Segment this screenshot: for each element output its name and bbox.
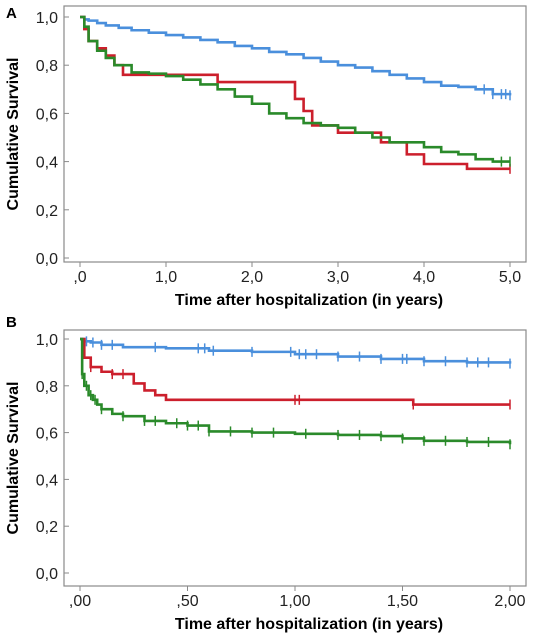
y-tick-label: 1,0	[36, 10, 58, 27]
x-axis-title: Time after hospitalization (in years)	[175, 292, 443, 309]
y-tick-label: 0,0	[36, 251, 58, 268]
y-tick-label: 0,2	[36, 519, 58, 536]
survival-curve-1	[80, 15, 512, 96]
plot-frame	[63, 329, 527, 587]
x-axis-title: Time after hospitalization (in years)	[175, 616, 443, 633]
x-tick-label: 1,00	[279, 593, 310, 610]
x-tick-label: ,0	[73, 269, 86, 286]
y-tick-label: 0,8	[36, 58, 58, 75]
x-tick-label: 1,0	[155, 269, 177, 286]
x-tick-label: 3,0	[327, 269, 349, 286]
x-tick-label: ,50	[176, 593, 198, 610]
x-tick-label: 1,50	[387, 593, 418, 610]
x-tick-label: 5,0	[499, 269, 521, 286]
x-tick-label: 2,00	[494, 593, 525, 610]
survival-curve-3	[80, 15, 510, 163]
y-tick-label: 0,0	[36, 566, 58, 583]
y-tick-label: 1,0	[36, 332, 58, 349]
y-tick-label: 0,6	[36, 106, 58, 123]
y-tick-label: 0,4	[36, 155, 58, 172]
panel-letter: A	[6, 5, 17, 22]
y-tick-label: 0,8	[36, 379, 58, 396]
y-axis-title: Cumulative Survival	[5, 382, 22, 535]
x-tick-label: 4,0	[413, 269, 435, 286]
y-tick-label: 0,2	[36, 203, 58, 220]
panel-letter: B	[6, 314, 17, 331]
x-tick-label: ,00	[69, 593, 91, 610]
plot-frame	[63, 5, 527, 263]
panel-a: A 0,0 0,2 0,4 0,6 0,8 1,0 ,0 1,0 2,0 3,0 4,0 5,0 Time…	[5, 5, 527, 309]
y-tick-label: 0,4	[36, 472, 58, 489]
panel-b: B 0,0 0,2 0,4 0,6 0,8 1,0 ,00 ,50 1,00 1,50 2,00 Tim…	[5, 314, 527, 633]
y-axis-title: Cumulative Survival	[5, 58, 22, 211]
y-tick-label: 0,6	[36, 426, 58, 443]
x-tick-label: 2,0	[241, 269, 263, 286]
